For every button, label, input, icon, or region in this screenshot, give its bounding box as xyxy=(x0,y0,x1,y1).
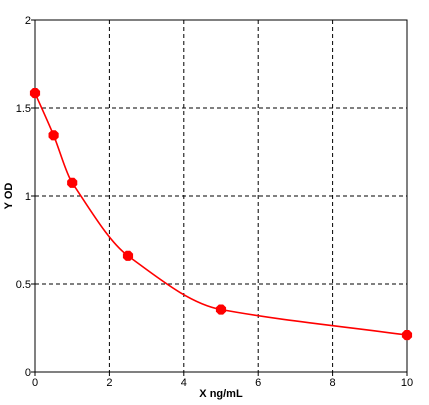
data-point xyxy=(401,329,413,341)
axis-ticks: 0 2 4 6 8 10 0 0.5 1 1.5 2 xyxy=(16,15,413,389)
y-tick-label: 1 xyxy=(25,191,31,203)
data-point xyxy=(215,304,227,315)
x-tick-label: 6 xyxy=(255,377,261,389)
data-points xyxy=(29,87,413,341)
x-tick-label: 0 xyxy=(32,377,38,389)
x-tick-label: 4 xyxy=(181,377,187,389)
grid xyxy=(35,20,407,372)
data-point xyxy=(67,177,78,188)
data-point xyxy=(48,130,59,141)
fit-curve xyxy=(34,92,408,336)
data-point xyxy=(122,250,134,261)
y-tick-label: 0 xyxy=(25,367,31,379)
x-axis-label: X ng/mL xyxy=(199,388,243,400)
data-point xyxy=(29,87,41,99)
y-tick-label: 1.5 xyxy=(16,103,31,115)
y-tick-label: 0.5 xyxy=(16,279,31,291)
y-tick-label: 2 xyxy=(25,15,31,27)
x-tick-label: 8 xyxy=(330,377,336,389)
x-tick-label: 2 xyxy=(106,377,112,389)
y-axis-label: Y OD xyxy=(3,183,15,210)
x-tick-label: 10 xyxy=(401,377,413,389)
